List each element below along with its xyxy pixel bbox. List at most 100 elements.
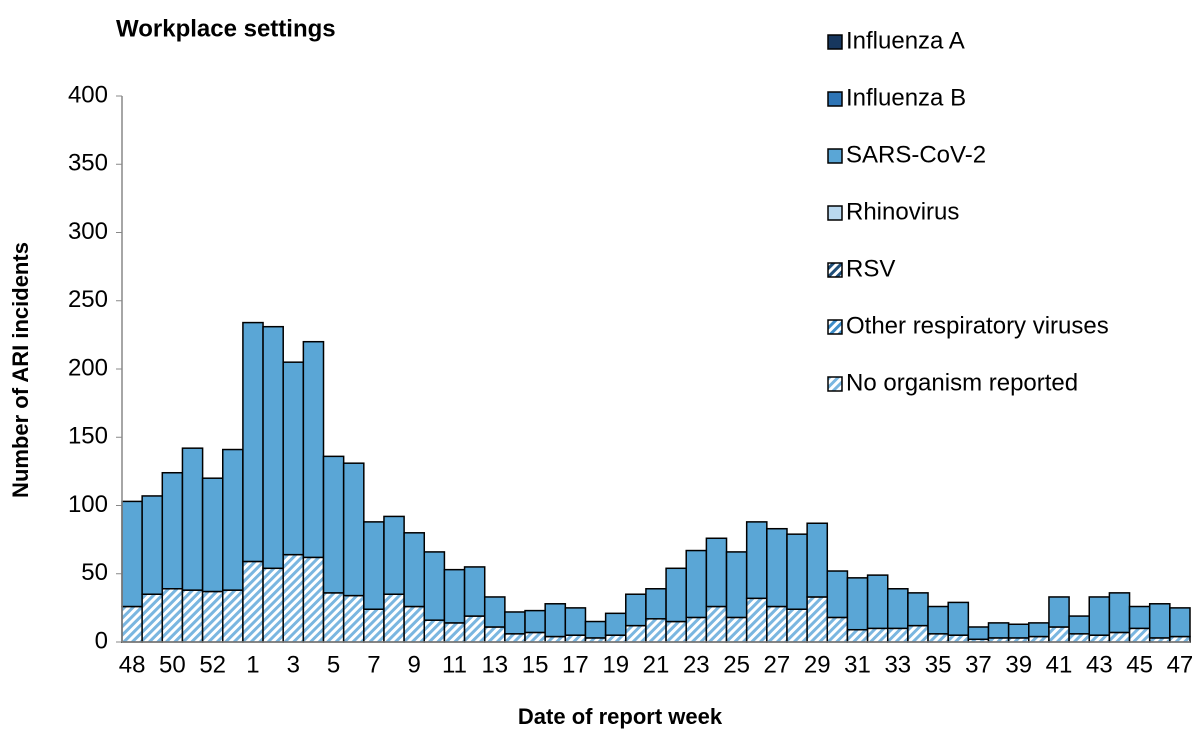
bar-segment bbox=[665, 567, 687, 623]
legend-swatch bbox=[827, 376, 843, 392]
bar-segment bbox=[564, 634, 587, 643]
y-tick-label: 300 bbox=[68, 218, 108, 245]
bar-segment bbox=[161, 588, 184, 643]
bar-segment bbox=[363, 608, 385, 643]
bar-segment bbox=[121, 500, 143, 608]
legend-label: RSV bbox=[846, 255, 895, 282]
y-tick-label: 150 bbox=[68, 423, 108, 450]
x-tick-label: 5 bbox=[327, 651, 340, 678]
x-tick-label: 29 bbox=[804, 651, 831, 678]
bar-segment bbox=[604, 612, 627, 636]
bar-segment bbox=[947, 601, 970, 636]
y-tick-label: 50 bbox=[81, 559, 108, 586]
x-axis-label: Date of report week bbox=[518, 704, 723, 729]
bar-segment bbox=[161, 471, 184, 590]
x-tick-label: 39 bbox=[1005, 651, 1032, 678]
bar-segment bbox=[443, 622, 466, 643]
bar-segment bbox=[504, 633, 526, 643]
y-tick-label: 100 bbox=[68, 491, 108, 518]
bar-segment bbox=[302, 340, 325, 559]
bar-segment bbox=[463, 615, 486, 643]
bar-segment bbox=[1128, 627, 1151, 643]
bar-segment bbox=[866, 574, 889, 630]
bar-segment bbox=[322, 455, 345, 594]
bar-segment bbox=[544, 635, 567, 643]
bar-segment bbox=[826, 570, 849, 619]
bar-segment bbox=[242, 560, 264, 643]
legend-label: SARS-CoV-2 bbox=[846, 141, 986, 168]
bar-segment bbox=[886, 627, 909, 643]
x-tick-label: 23 bbox=[683, 651, 710, 678]
legend-label: No organism reported bbox=[846, 369, 1078, 396]
legend-swatch bbox=[827, 148, 843, 164]
bar-segment bbox=[584, 620, 607, 639]
bar-segment bbox=[625, 624, 647, 643]
bar-segment bbox=[907, 624, 929, 643]
legend-label: Other respiratory viruses bbox=[846, 312, 1109, 339]
x-tick-label: 31 bbox=[844, 651, 871, 678]
bar-segment bbox=[342, 462, 365, 597]
bar-segment bbox=[524, 631, 546, 643]
bar-segment bbox=[1088, 634, 1111, 643]
y-tick-label: 400 bbox=[68, 81, 108, 108]
bar-segment bbox=[141, 593, 164, 643]
bar-segment bbox=[1088, 596, 1111, 636]
bar-segment bbox=[645, 588, 667, 620]
bar-segment bbox=[786, 533, 808, 610]
bar-segment bbox=[967, 626, 990, 641]
bar-segment bbox=[806, 596, 829, 643]
bar-segment bbox=[1108, 631, 1131, 643]
bar-segment bbox=[766, 605, 788, 643]
legend-label: Influenza B bbox=[846, 84, 966, 111]
x-tick-label: 9 bbox=[408, 651, 421, 678]
bar-segment bbox=[282, 361, 305, 556]
bar-segment bbox=[927, 605, 949, 635]
bar-segment bbox=[443, 568, 466, 624]
bar-segment bbox=[1007, 623, 1030, 639]
bar-segment bbox=[1148, 603, 1171, 639]
legend-swatch bbox=[827, 319, 843, 335]
bar-segment bbox=[141, 495, 164, 595]
bar-segment bbox=[463, 566, 486, 617]
bar-segment bbox=[403, 605, 426, 643]
bar-segment bbox=[846, 577, 869, 631]
bar-segment bbox=[181, 447, 204, 591]
bar-segment bbox=[866, 627, 889, 643]
bar-segment bbox=[201, 590, 224, 643]
bar-segment bbox=[604, 634, 627, 643]
x-tick-label: 27 bbox=[764, 651, 791, 678]
bar-segment bbox=[121, 605, 143, 643]
legend-swatch bbox=[827, 34, 843, 50]
bar-segment bbox=[222, 448, 244, 591]
bar-segment bbox=[483, 626, 506, 643]
x-tick-label: 43 bbox=[1086, 651, 1113, 678]
x-tick-label: 37 bbox=[965, 651, 992, 678]
x-tick-label: 48 bbox=[119, 651, 146, 678]
x-tick-label: 52 bbox=[199, 651, 226, 678]
bar-segment bbox=[504, 611, 526, 635]
x-tick-label: 35 bbox=[925, 651, 952, 678]
bar-segment bbox=[423, 551, 446, 621]
y-axis-label: Number of ARI incidents bbox=[8, 242, 33, 498]
bar-segment bbox=[927, 633, 949, 643]
x-tick-label: 1 bbox=[246, 651, 259, 678]
bar-segment bbox=[1048, 596, 1070, 628]
bar-segment bbox=[423, 619, 446, 643]
bar-segment bbox=[1028, 635, 1050, 643]
bar-segment bbox=[282, 553, 305, 643]
bar-segment bbox=[907, 592, 929, 627]
bar-segment bbox=[342, 594, 365, 643]
legend-swatch bbox=[827, 91, 843, 107]
bar-segment bbox=[1169, 635, 1191, 643]
bar-segment bbox=[1048, 626, 1070, 643]
legend-label: Rhinovirus bbox=[846, 198, 959, 225]
bar-segment bbox=[685, 616, 708, 643]
x-tick-label: 17 bbox=[562, 651, 589, 678]
x-tick-label: 45 bbox=[1126, 651, 1153, 678]
chart-title: Workplace settings bbox=[116, 15, 336, 42]
bar-segment bbox=[524, 609, 546, 634]
bar-segment bbox=[725, 616, 748, 643]
bar-segment bbox=[403, 532, 426, 608]
bar-segment bbox=[1068, 633, 1090, 643]
